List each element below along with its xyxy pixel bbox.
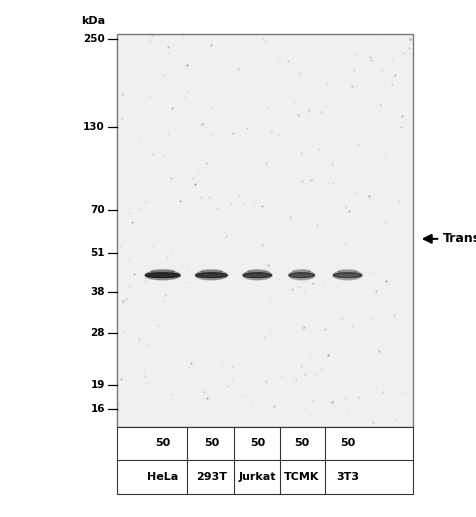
Text: 50: 50 <box>294 438 308 448</box>
Ellipse shape <box>333 273 361 278</box>
Text: 50: 50 <box>339 438 355 448</box>
Ellipse shape <box>242 271 271 280</box>
Text: 16: 16 <box>90 404 105 414</box>
Text: 28: 28 <box>90 328 105 338</box>
Text: HeLa: HeLa <box>147 472 178 482</box>
Ellipse shape <box>332 271 362 280</box>
Ellipse shape <box>196 273 227 278</box>
Text: kDa: kDa <box>80 16 105 26</box>
Text: 3T3: 3T3 <box>335 472 358 482</box>
Text: Jurkat: Jurkat <box>238 472 276 482</box>
Ellipse shape <box>145 273 179 278</box>
Ellipse shape <box>288 273 314 278</box>
Ellipse shape <box>150 269 174 273</box>
Text: TCMK: TCMK <box>283 472 319 482</box>
Ellipse shape <box>195 271 228 280</box>
Ellipse shape <box>200 269 222 273</box>
Text: 50: 50 <box>203 438 218 448</box>
Ellipse shape <box>288 271 314 280</box>
Ellipse shape <box>145 271 180 280</box>
Text: 50: 50 <box>155 438 170 448</box>
Ellipse shape <box>247 269 267 273</box>
Text: 70: 70 <box>90 205 105 215</box>
Bar <box>117 34 412 427</box>
Text: Transaldolase: Transaldolase <box>442 232 476 246</box>
Text: 293T: 293T <box>196 472 227 482</box>
Ellipse shape <box>292 269 310 273</box>
Text: 250: 250 <box>83 34 105 44</box>
Text: 38: 38 <box>90 287 105 297</box>
Text: 51: 51 <box>90 248 105 257</box>
Ellipse shape <box>337 269 357 273</box>
Bar <box>117 427 412 494</box>
Ellipse shape <box>243 273 271 278</box>
Text: 130: 130 <box>83 122 105 132</box>
Text: 19: 19 <box>90 381 105 390</box>
Text: 50: 50 <box>249 438 264 448</box>
